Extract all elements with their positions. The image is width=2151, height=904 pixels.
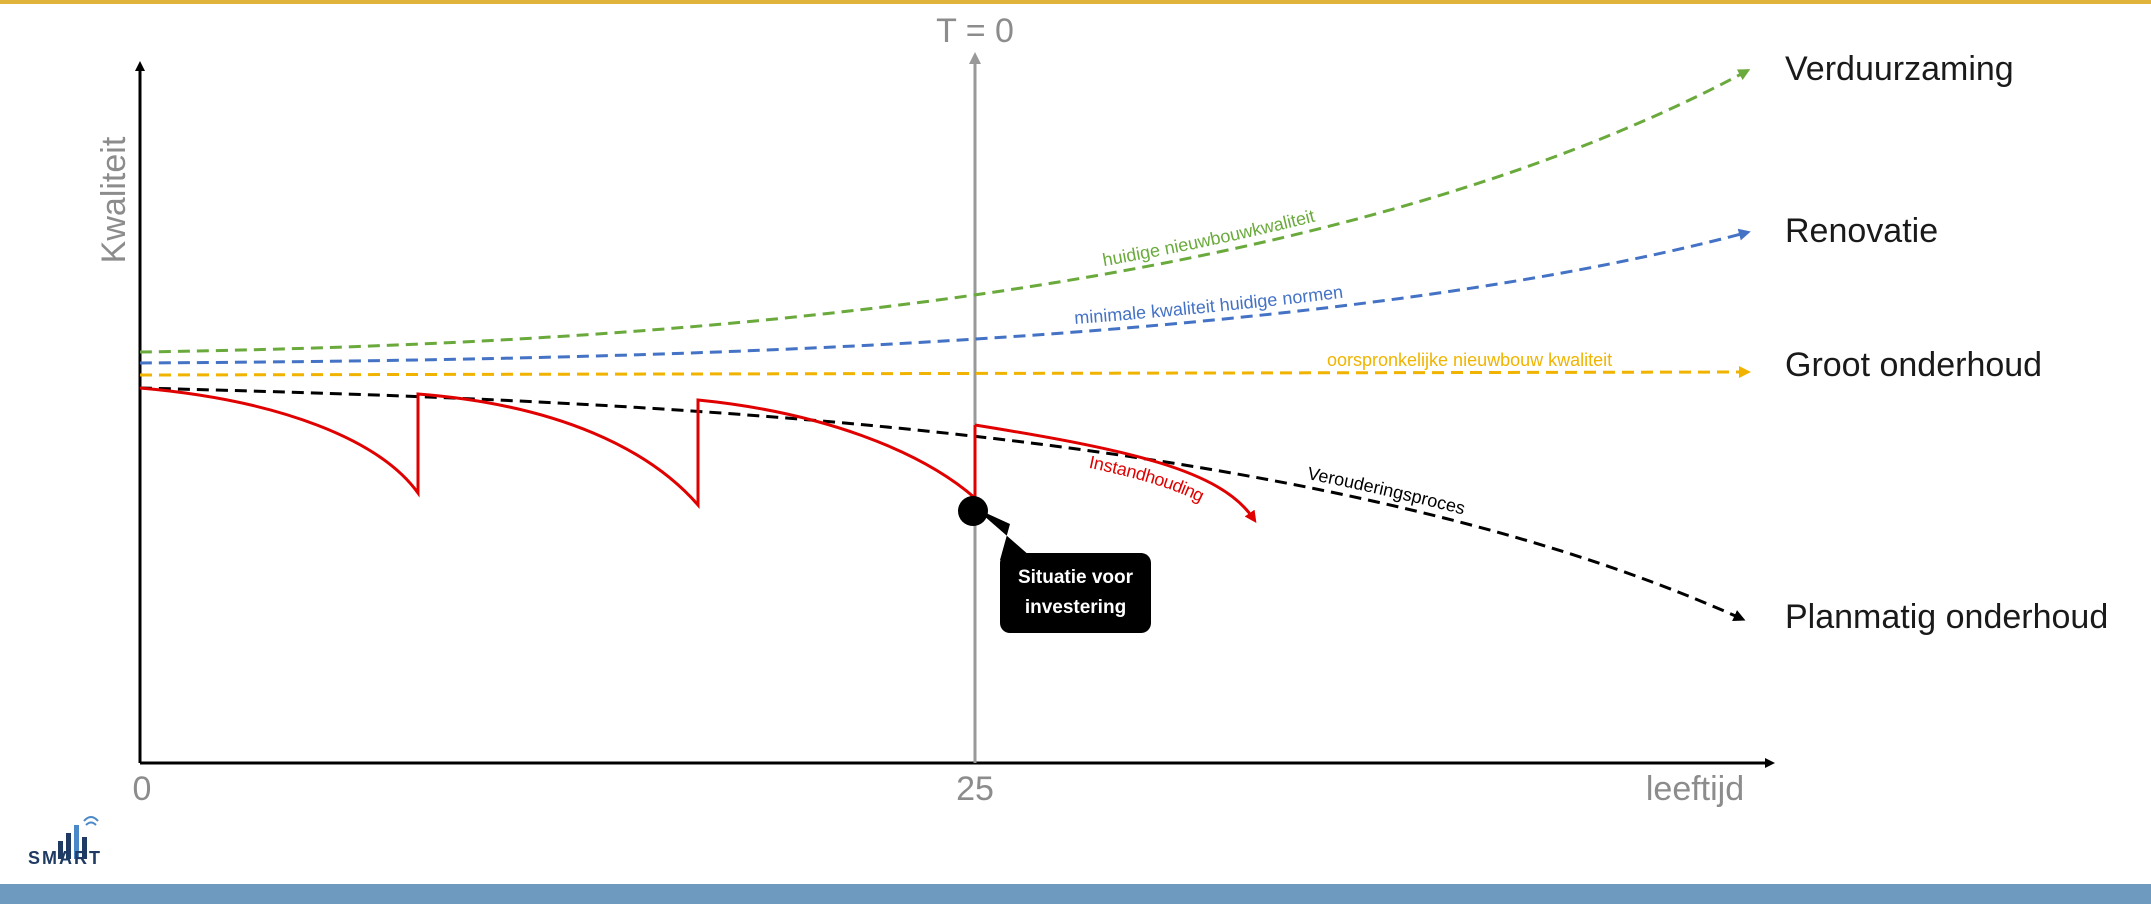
top-border xyxy=(0,0,2151,4)
situation-dot xyxy=(958,496,988,526)
bar-chart-signal-icon xyxy=(58,816,99,859)
blue-curve xyxy=(139,228,1751,365)
bottom-bar xyxy=(0,884,2151,904)
red-sawtooth xyxy=(139,386,977,509)
orange-line-label: oorspronkelijke nieuwbouw kwaliteit xyxy=(1327,350,1612,370)
label-planmatig-onderhoud: Planmatig onderhoud xyxy=(1785,598,2109,636)
black-curve xyxy=(139,386,1746,622)
smart-logo xyxy=(58,816,99,859)
green-curve xyxy=(139,69,1751,354)
x-tick-0: 0 xyxy=(133,770,152,808)
red-tail xyxy=(974,423,1257,523)
black-curve-label: Verouderingsproces xyxy=(1306,463,1467,518)
callout-line-1: Situatie voor xyxy=(1017,567,1134,588)
callout-line-2: investering xyxy=(1024,597,1127,618)
label-verduurzaming: Verduurzaming xyxy=(1785,50,2014,88)
x-tick-25: 25 xyxy=(956,770,994,808)
y-axis-label: Kwaliteit xyxy=(95,136,133,263)
orange-line xyxy=(139,366,1751,379)
logo-text: SMART xyxy=(28,848,102,868)
label-renovatie: Renovatie xyxy=(1785,212,1939,250)
callout-pointer xyxy=(975,508,1030,560)
x-axis-label: leeftijd xyxy=(1646,770,1744,808)
investment-callout: Situatie voor investering xyxy=(1000,553,1151,633)
t0-label: T = 0 xyxy=(936,12,1014,50)
label-groot-onderhoud: Groot onderhoud xyxy=(1785,346,2043,384)
green-curve-label: huidige nieuwbouwkwaliteit xyxy=(1101,206,1317,270)
